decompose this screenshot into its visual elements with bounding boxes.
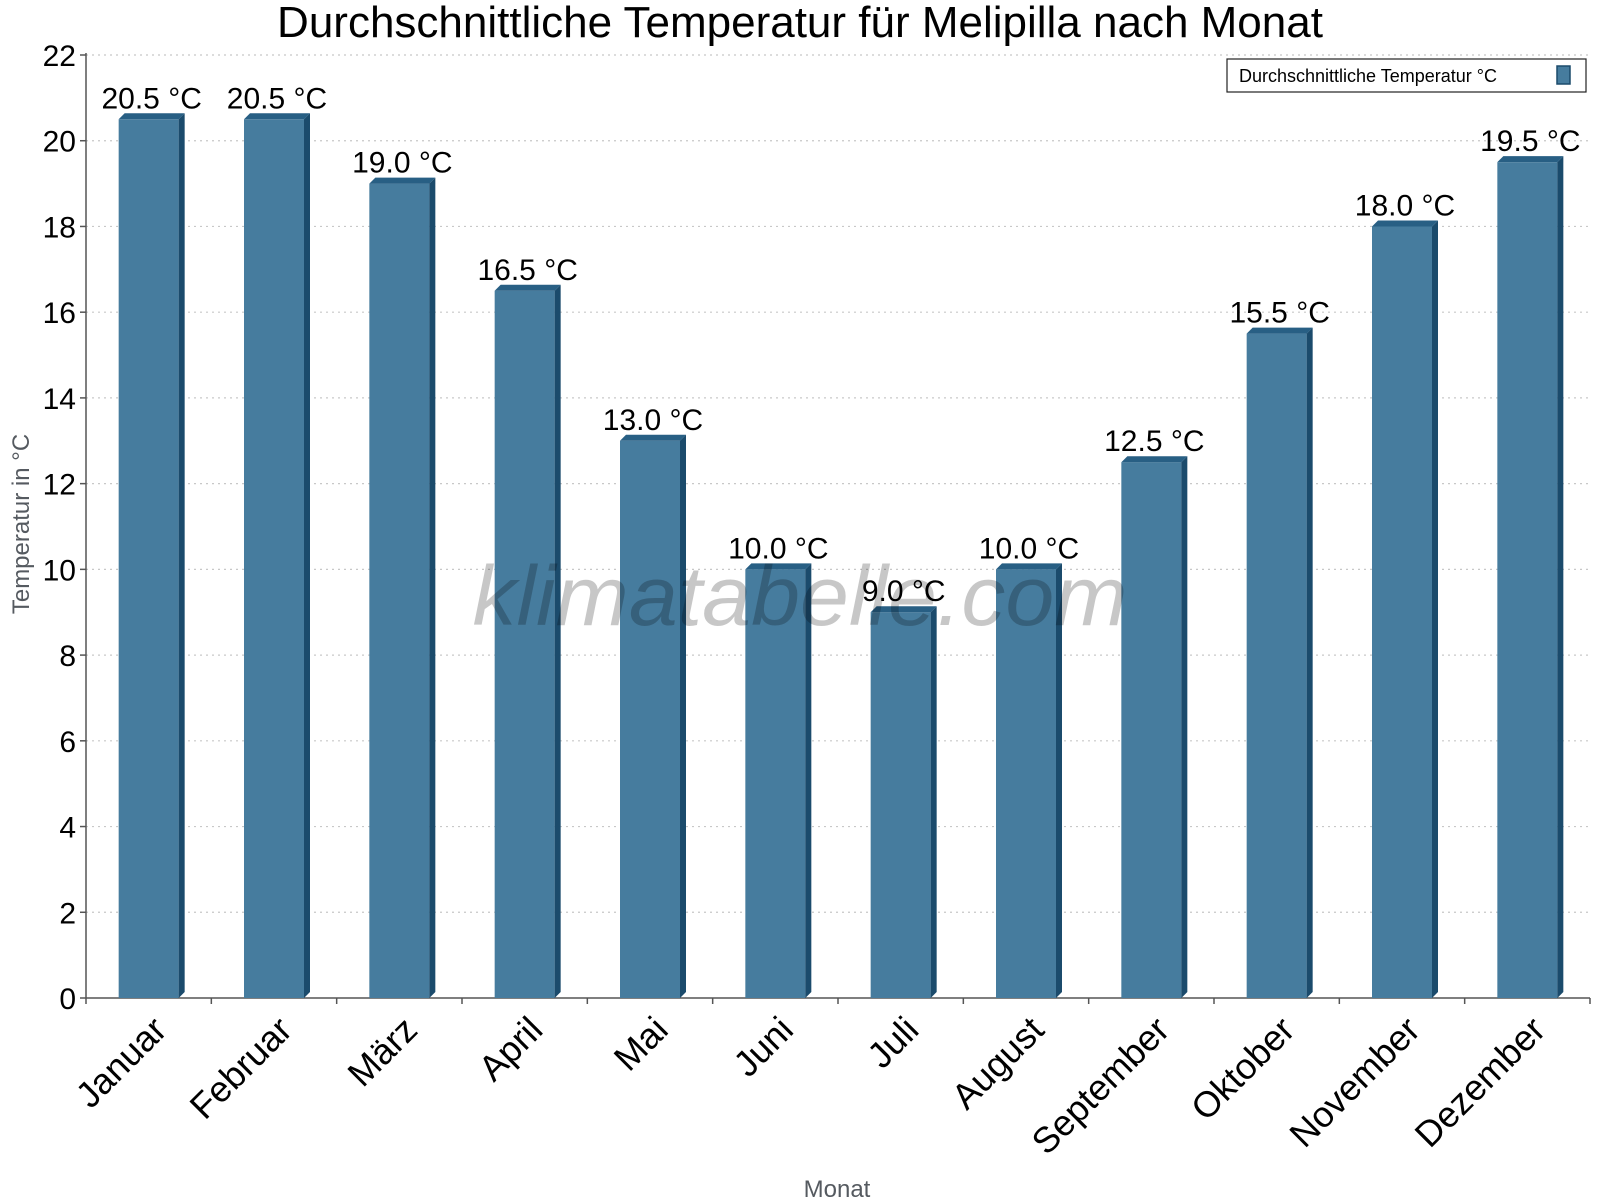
bar-top: [745, 563, 812, 570]
bar-top: [1121, 456, 1188, 463]
bar-top: [870, 606, 937, 613]
bars: [118, 113, 1564, 999]
y-tick-label: 12: [43, 469, 76, 502]
y-axis-label: Temperatur in °C: [8, 434, 35, 614]
bar: [1372, 226, 1432, 999]
x-tick-label: November: [1281, 1009, 1427, 1155]
y-tick-label: 0: [59, 983, 76, 1016]
y-tick-label: 16: [43, 297, 76, 330]
data-labels: 20.5 °C 20.5 °C 19.0 °C 16.5 °C 13.0 °C 10.0 …: [101, 82, 1580, 608]
bar-top: [620, 434, 686, 441]
chart-title: Durchschnittliche Temperatur für Melipil…: [277, 0, 1323, 47]
bar-top: [1246, 327, 1313, 334]
bar-side: [1432, 220, 1438, 999]
legend: Durchschnittliche Temperatur °C: [1226, 58, 1587, 93]
data-label: 19.0 °C: [352, 147, 452, 180]
x-tick-label: Juli: [859, 1009, 926, 1076]
bar-side: [178, 113, 185, 998]
data-label: 15.5 °C: [1229, 297, 1329, 330]
bar-side: [1557, 156, 1564, 999]
bar: [494, 290, 555, 998]
bar-side: [1306, 327, 1313, 998]
bar-side: [1056, 563, 1062, 998]
bar-top: [1372, 220, 1438, 227]
bar: [1246, 333, 1307, 998]
grid-lines: [86, 54, 1590, 913]
bar-side: [1181, 456, 1188, 998]
data-label: 18.0 °C: [1355, 189, 1455, 222]
data-label: 13.0 °C: [603, 404, 703, 437]
data-label: 10.0 °C: [728, 532, 828, 565]
bar: [745, 569, 806, 998]
bar: [369, 183, 430, 998]
data-label: 20.5 °C: [227, 82, 327, 115]
data-label: 12.5 °C: [1104, 425, 1204, 458]
axes: [80, 53, 1591, 1004]
y-tick-label: 10: [43, 554, 76, 587]
x-tick-label: Januar: [67, 1009, 174, 1116]
bar-top: [1497, 156, 1564, 163]
data-label: 16.5 °C: [477, 254, 577, 287]
x-tick-labels: Januar Februar März April Mai Juni Juli AugustS…: [67, 1009, 1553, 1163]
x-tick-label: Oktober: [1183, 1009, 1303, 1129]
data-label: 9.0 °C: [862, 575, 946, 608]
bar-side: [304, 113, 310, 998]
bar-top: [996, 563, 1062, 570]
bar: [996, 569, 1056, 998]
bar-top: [494, 284, 561, 291]
x-tick-label: Juni: [725, 1009, 801, 1085]
bar-side: [429, 177, 436, 998]
x-tick-label: März: [339, 1009, 425, 1095]
y-tick-label: 14: [43, 383, 76, 416]
bar: [1497, 162, 1558, 999]
bar: [870, 612, 931, 998]
bar: [244, 119, 304, 998]
bar-top: [244, 113, 310, 120]
y-tick-label: 20: [43, 126, 76, 159]
legend-swatch: [1556, 65, 1571, 85]
bar: [118, 119, 179, 998]
y-tick-label: 6: [59, 726, 76, 759]
x-tick-label: Februar: [182, 1009, 300, 1127]
data-label: 19.5 °C: [1480, 125, 1580, 158]
x-tick-label: September: [1023, 1009, 1177, 1163]
bar: [1121, 462, 1182, 998]
bar: [620, 440, 680, 999]
data-label: 20.5 °C: [101, 82, 201, 115]
x-axis-label: Monat: [804, 1176, 871, 1200]
legend-label: Durchschnittliche Temperatur °C: [1239, 66, 1497, 86]
y-tick-label: 18: [43, 211, 76, 244]
x-tick-label: April: [470, 1009, 550, 1089]
data-label: 10.0 °C: [979, 532, 1079, 565]
x-tick-label: Dezember: [1407, 1009, 1553, 1155]
legend-box: [1226, 58, 1587, 93]
y-tick-labels: 0 2 4 6 8 10 12 14 16 18 20 22: [43, 40, 76, 1016]
y-tick-label: 2: [59, 897, 76, 930]
watermark-text: klimatabelle.com: [473, 549, 1128, 643]
x-tick-label: August: [943, 1009, 1051, 1117]
bar-top: [118, 113, 185, 120]
bar-side: [554, 284, 561, 998]
y-tick-label: 4: [59, 812, 76, 845]
y-tick-label: 8: [59, 640, 76, 673]
bar-side: [680, 434, 686, 999]
x-tick-label: Mai: [606, 1009, 676, 1079]
bar-side: [930, 606, 937, 998]
bar-side: [805, 563, 812, 998]
bar-top: [369, 177, 436, 184]
y-tick-label: 22: [43, 40, 76, 73]
